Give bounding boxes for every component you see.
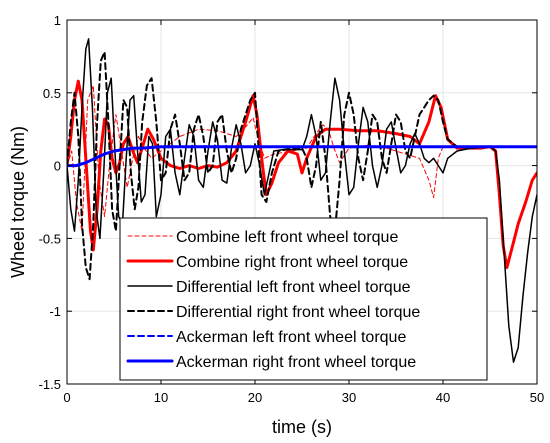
x-tick-label: 0 (63, 390, 70, 405)
series-line-4 (67, 51, 537, 281)
legend-label: Combine left front wheel torque (176, 229, 398, 246)
legend-label: Combine right front wheel torque (176, 254, 408, 271)
x-tick-label: 30 (342, 390, 356, 405)
plot-frame (66, 19, 538, 385)
series-line-3 (67, 38, 537, 363)
y-tick-label: -1 (49, 304, 61, 319)
y-tick-label: 0 (54, 159, 61, 174)
y-tick-label: -1.5 (39, 377, 61, 392)
y-tick-label: 1 (54, 13, 61, 28)
ticks: 0 10 20 30 40 50 -1.5 -1 -0.5 0 0.5 1 (39, 13, 545, 405)
legend-box (119, 217, 488, 381)
legend-label: Ackerman right front wheel torque (176, 354, 416, 371)
y-axis-label: Wheel torque (Nm) (8, 126, 28, 278)
x-tick-label: 10 (154, 390, 168, 405)
x-tick-label: 50 (530, 390, 544, 405)
legend-label: Differential left front wheel torque (176, 279, 411, 296)
legend-label: Ackerman left front wheel torque (176, 329, 406, 346)
series-layer (67, 38, 537, 363)
x-tick-label: 20 (248, 390, 262, 405)
x-tick-label: 40 (436, 390, 450, 405)
y-tick-label: -0.5 (39, 231, 61, 246)
x-axis-label: time (s) (272, 417, 332, 437)
legend: Combine left front wheel torque Combine r… (119, 217, 488, 381)
legend-label: Differential right front wheel torque (176, 304, 420, 321)
series-line-6 (67, 145, 537, 168)
series-line-1 (67, 85, 537, 232)
y-tick-label: 0.5 (43, 86, 61, 101)
